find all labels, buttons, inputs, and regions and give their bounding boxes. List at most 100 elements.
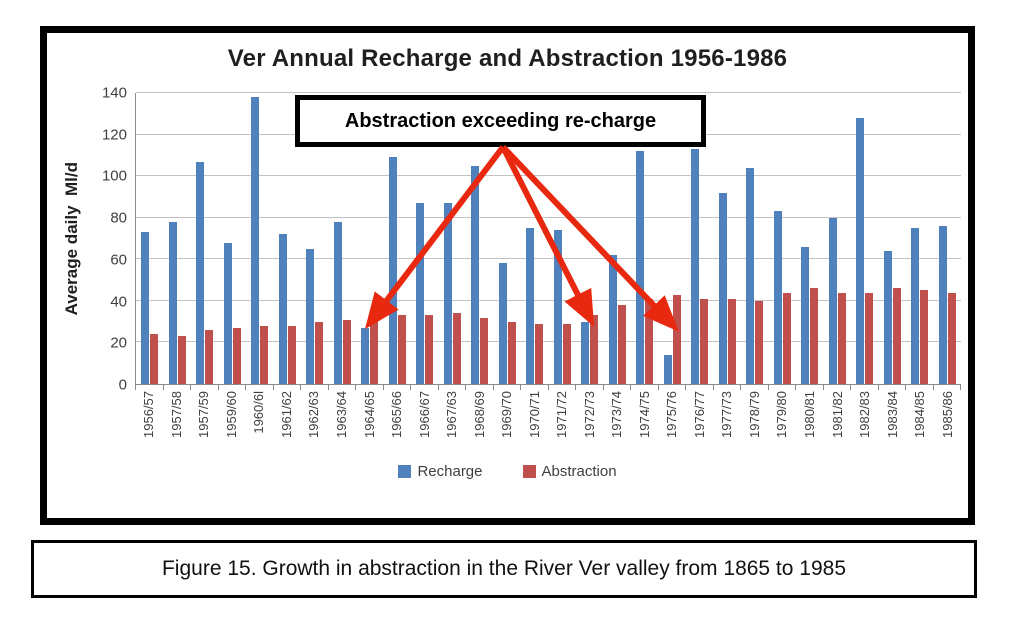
x-label-cell: 1962/63	[300, 391, 328, 438]
x-tick-label: 1983/84	[884, 391, 900, 438]
x-tick-label: 1961/62	[278, 391, 294, 438]
x-label-cell: 1973/74	[603, 391, 631, 438]
abstraction-bar	[177, 336, 186, 384]
chart-panel: Ver Annual Recharge and Abstraction 1956…	[40, 26, 975, 525]
x-tick-label: 1980/81	[802, 391, 818, 438]
abstraction-bar	[232, 327, 241, 384]
x-tick-label: 1959/60	[223, 391, 239, 438]
caption-text: Figure 15. Growth in abstraction in the …	[161, 557, 847, 580]
abstraction-bar	[535, 323, 544, 384]
x-tick-label: 1960/6l	[251, 391, 267, 434]
x-label-cell: 1960/6l	[245, 391, 273, 434]
x-label-cell: 1964/65	[355, 391, 383, 438]
legend-label: Recharge	[417, 463, 483, 480]
x-label-cell: 1967/63	[438, 391, 466, 438]
x-tick-label: 1957/59	[196, 391, 212, 438]
abstraction-bar	[452, 313, 461, 384]
bar-group	[191, 93, 219, 384]
y-tick-label: 20	[110, 334, 127, 352]
y-axis-title-text: Average daily Ml/d	[62, 162, 81, 316]
abstraction-bar	[645, 298, 654, 384]
x-tick-mark	[686, 385, 714, 390]
x-label-cell: 1961/62	[273, 391, 301, 438]
bar-group	[934, 93, 962, 384]
caption-box: Figure 15. Growth in abstraction in the …	[31, 540, 977, 598]
recharge-bar	[581, 321, 590, 384]
x-label-cell: 1975/76	[658, 391, 686, 438]
x-label-cell: 1979/80	[768, 391, 796, 438]
x-tick-mark	[549, 385, 576, 390]
y-tick-label: 40	[110, 293, 127, 311]
x-label-cell: 1957/59	[190, 391, 218, 438]
abstraction-bar	[892, 288, 901, 384]
x-tick-mark	[851, 385, 879, 390]
legend-label: Abstraction	[541, 463, 617, 480]
x-label-cell: 1982/83	[851, 391, 879, 438]
recharge-bar	[196, 161, 205, 384]
x-tick-mark	[906, 385, 934, 390]
bar-group	[769, 93, 797, 384]
x-tick-mark	[301, 385, 329, 390]
x-tick-mark	[411, 385, 439, 390]
x-tick-label: 1965/66	[389, 391, 405, 438]
bar-group	[906, 93, 934, 384]
bar-group	[136, 93, 164, 384]
x-tick-label: 1971/72	[554, 391, 570, 438]
x-tick-mark	[631, 385, 659, 390]
x-tick-label: 1972/73	[581, 391, 597, 438]
bar-group	[741, 93, 769, 384]
recharge-bar	[278, 234, 287, 384]
x-tick-mark	[329, 385, 356, 390]
abstraction-bar	[617, 305, 626, 384]
bar-group	[879, 93, 907, 384]
x-tick-mark	[191, 385, 219, 390]
x-label-cell: 1970/71	[520, 391, 548, 438]
recharge-bar	[691, 149, 700, 384]
y-tick-label: 80	[110, 209, 127, 227]
x-label-cell: 1972/73	[576, 391, 604, 438]
x-tick-mark	[246, 385, 274, 390]
bar-group	[851, 93, 879, 384]
x-label-cell: 1963/64	[328, 391, 356, 438]
abstraction-bar	[205, 329, 214, 384]
recharge-bar	[636, 151, 645, 384]
x-tick-mark	[135, 385, 164, 390]
x-tick-label: 1974/75	[636, 391, 652, 438]
recharge-bar	[746, 167, 755, 384]
recharge-bar	[361, 327, 370, 384]
recharge-bar	[773, 211, 782, 384]
y-tick-label: 140	[101, 84, 127, 102]
abstraction-bar	[810, 288, 819, 384]
x-tick-label: 1975/76	[664, 391, 680, 438]
x-tick-mark	[741, 385, 769, 390]
x-tick-label: 1970/71	[526, 391, 542, 438]
y-axis-labels: 0 20 40 60 80 100 120 140	[87, 86, 133, 393]
abstraction-bar	[342, 319, 351, 384]
bar-group	[576, 93, 604, 384]
x-tick-label: 1973/74	[609, 391, 625, 438]
bar-group	[356, 93, 384, 384]
x-label-cell: 1968/69	[465, 391, 493, 438]
x-tick-label: 1977/73	[719, 391, 735, 438]
recharge-bar	[471, 165, 480, 384]
abstraction-bar	[727, 298, 736, 384]
x-label-cell: 1976/77	[686, 391, 714, 438]
abstraction-bar	[782, 292, 791, 384]
abstraction-bar	[837, 292, 846, 384]
abstraction-bar	[755, 300, 764, 384]
bar-group	[659, 93, 687, 384]
y-axis-title: Average daily Ml/d	[57, 93, 87, 385]
x-tick-mark	[384, 385, 411, 390]
x-label-cell: 1983/84	[878, 391, 906, 438]
chart-title: Ver Annual Recharge and Abstraction 1956…	[227, 45, 788, 72]
x-tick-label: 1984/85	[912, 391, 928, 438]
x-tick-label: 1969/70	[499, 391, 515, 438]
x-tick-mark	[879, 385, 906, 390]
x-tick-mark	[494, 385, 521, 390]
recharge-bar	[443, 203, 452, 384]
annotation-box: Abstraction exceeding re-charge	[295, 95, 706, 147]
legend-swatch	[522, 465, 536, 478]
x-tick-mark	[714, 385, 741, 390]
recharge-bar	[333, 221, 342, 384]
abstraction-bar	[150, 334, 159, 384]
